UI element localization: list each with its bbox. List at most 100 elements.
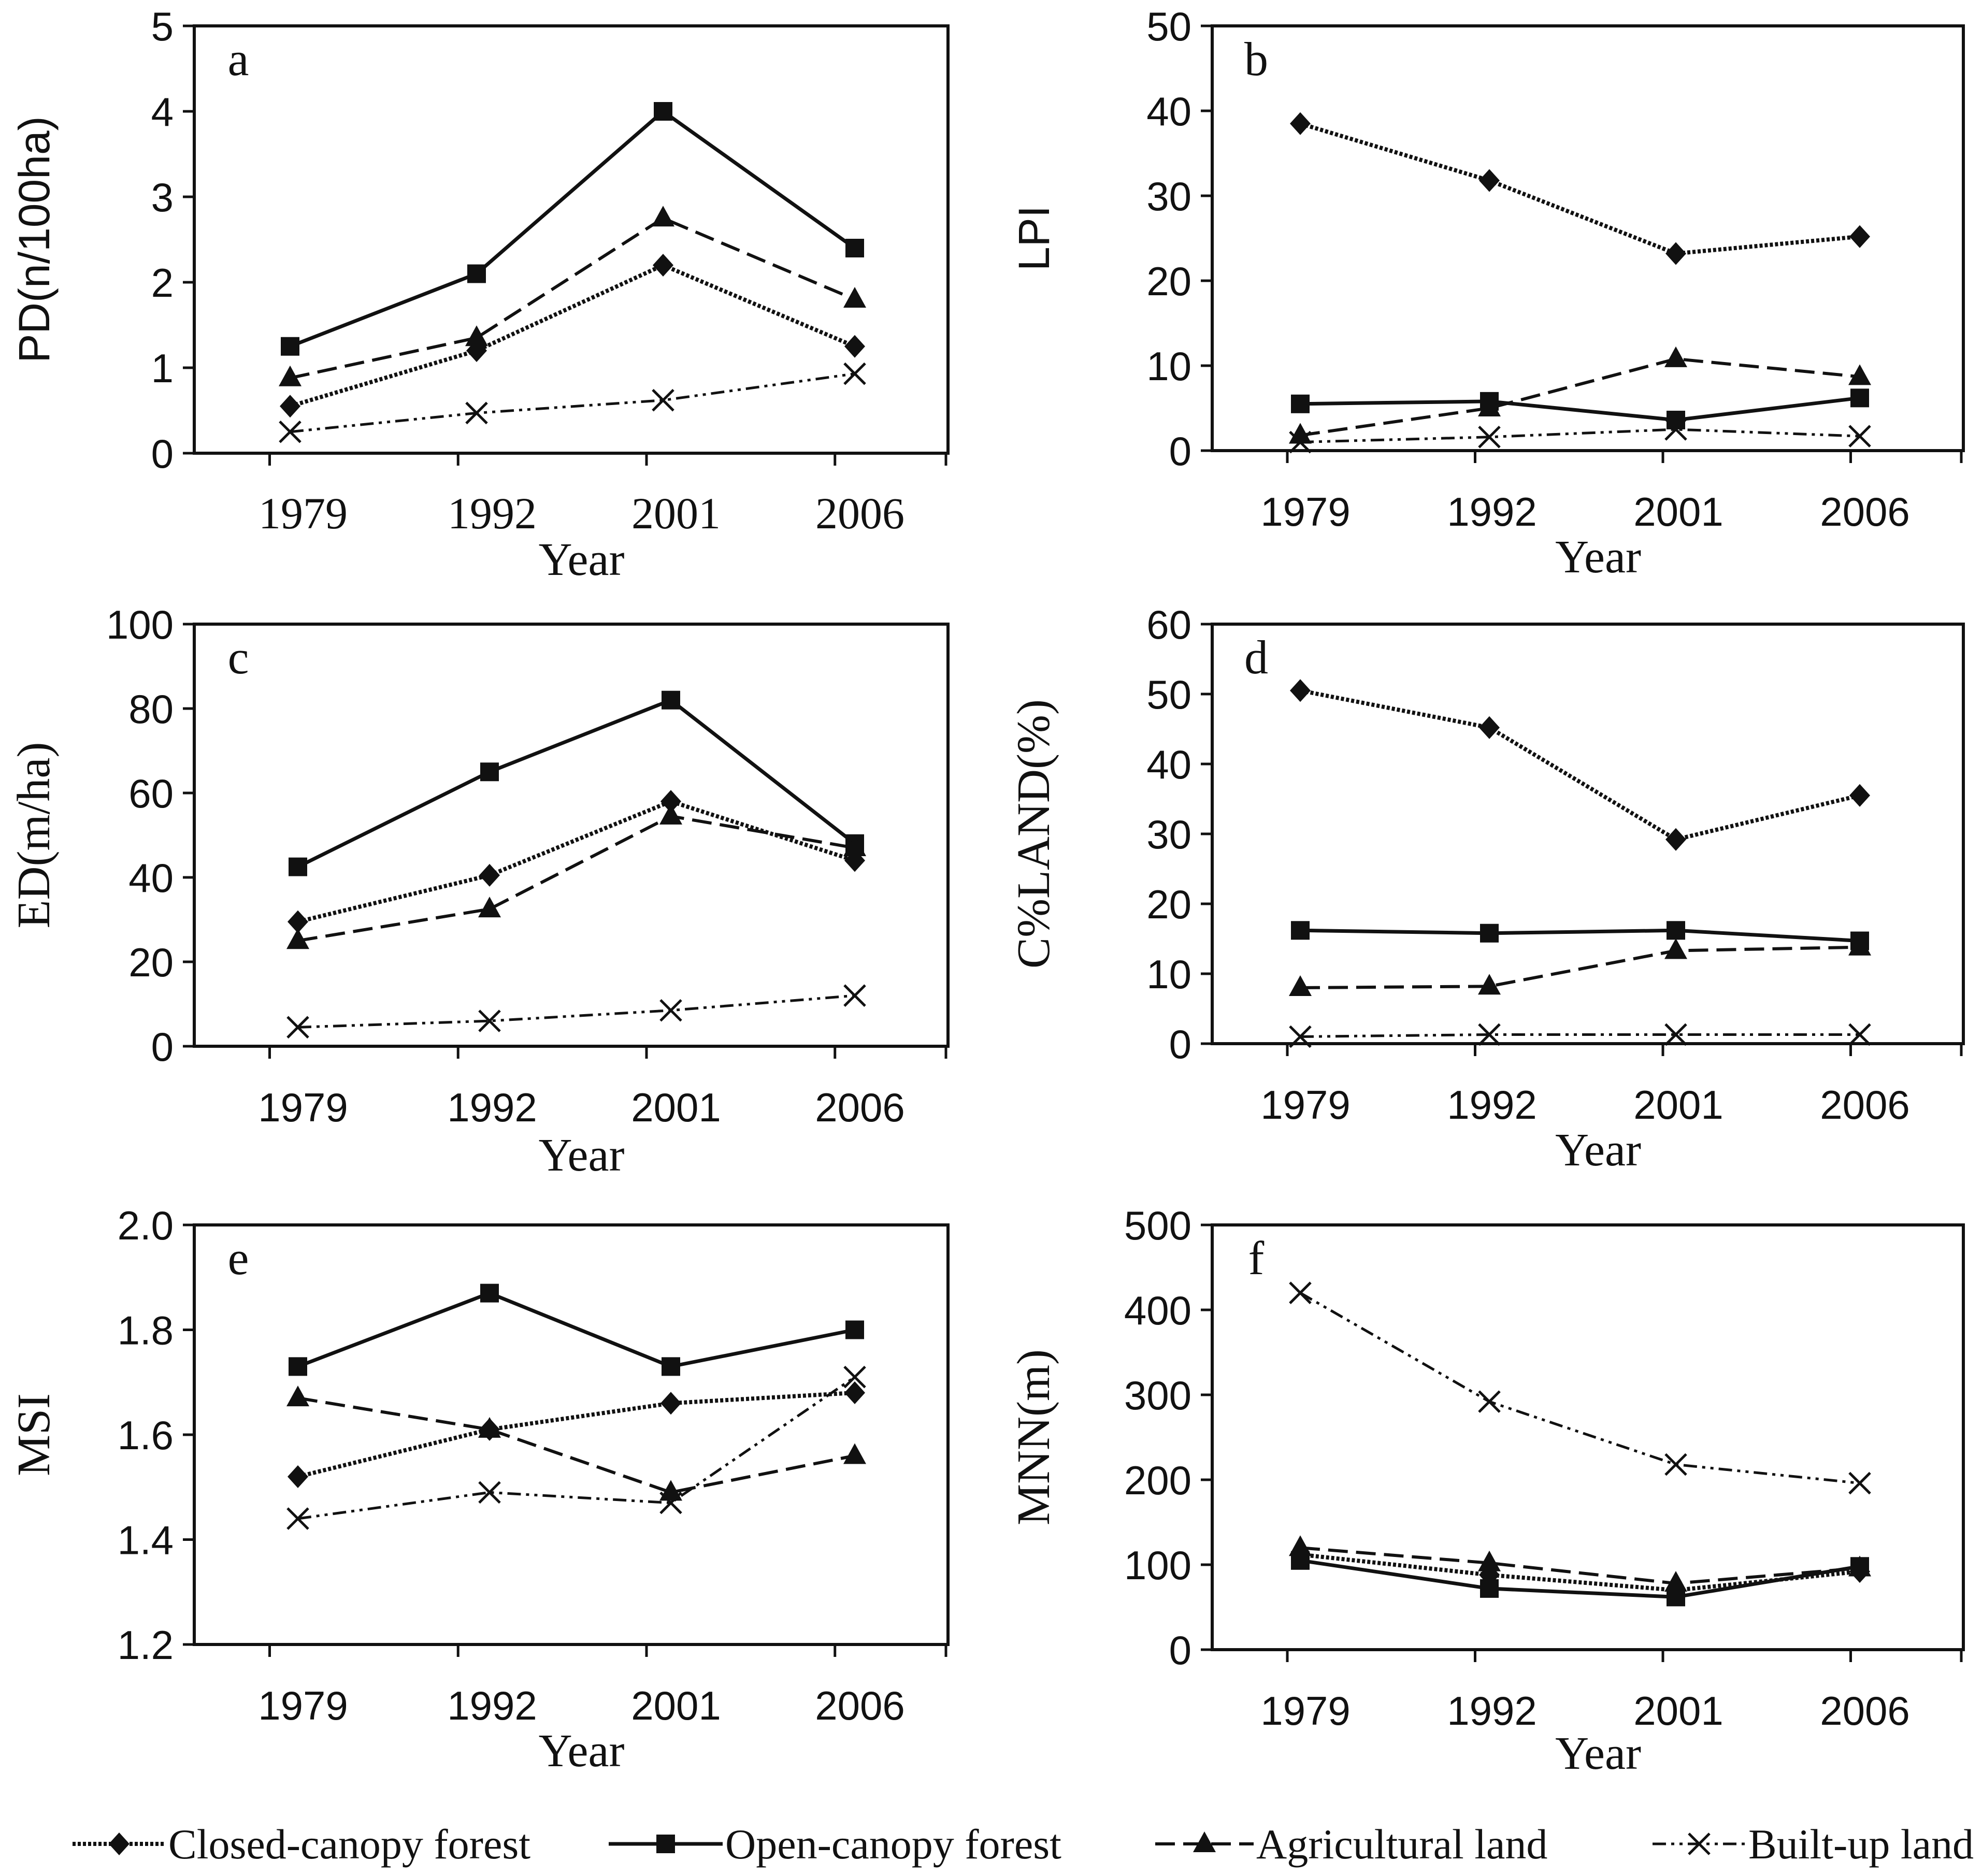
point-built-up	[659, 1491, 682, 1514]
point-closed-canopy	[844, 335, 865, 358]
point-closed-canopy	[660, 1392, 681, 1415]
point-open-canopy	[662, 690, 680, 710]
point-agricultural	[1664, 938, 1687, 959]
point-built-up	[478, 1009, 501, 1032]
point-built-up	[1289, 1281, 1312, 1304]
series-line-closed-canopy	[297, 1391, 855, 1479]
x-axis-title: Year	[1555, 1728, 1641, 1779]
point-agricultural	[279, 365, 301, 386]
x-tick-label: 1992	[1447, 489, 1537, 535]
plot-frame	[193, 623, 950, 1048]
legend-swatch-marker	[656, 1835, 675, 1853]
point-agricultural	[286, 928, 309, 949]
point-open-canopy	[467, 264, 486, 283]
x-axis-title: Year	[1555, 531, 1641, 583]
point-closed-canopy	[1290, 112, 1311, 135]
y-tick-label: 0	[151, 431, 174, 477]
point-built-up	[1289, 430, 1312, 454]
x-tick-label: 1979	[1260, 489, 1351, 535]
y-tick-label: 50	[1146, 672, 1191, 717]
point-open-canopy	[1480, 923, 1499, 943]
y-tick-label: 0	[1169, 1021, 1191, 1067]
point-closed-canopy	[1849, 784, 1870, 807]
y-axis-title: MNN(m)	[1008, 1349, 1059, 1525]
point-agricultural	[478, 1417, 501, 1438]
series-line-agricultural	[297, 814, 855, 943]
legend-item-agricultural: Agricultural land	[1155, 1821, 1547, 1868]
legend-item-closed-canopy: Closed-canopy forest	[73, 1821, 530, 1868]
point-open-canopy	[1667, 410, 1685, 429]
legend-label: Built-up land	[1748, 1821, 1974, 1868]
y-tick-label: 80	[128, 686, 174, 732]
point-open-canopy	[1850, 388, 1869, 408]
panel-letter: a	[228, 33, 249, 85]
x-tick-label: 1992	[1447, 1688, 1537, 1734]
panel-c: 0 20 40 60 80 100 1979 1992 2001 2006 Year ED(m/ha)…	[8, 602, 950, 1181]
panel-e: 1.2 1.4 1.6 1.8 2.0 1979 1992 2001 2006 Year MSI e	[8, 1203, 950, 1777]
legend-item-open-canopy: Open-canopy forest	[609, 1821, 1061, 1868]
point-closed-canopy	[288, 910, 308, 933]
y-tick-label: 20	[1146, 882, 1191, 927]
series-line-built-up	[290, 372, 855, 434]
point-agricultural	[478, 897, 501, 918]
point-agricultural	[1478, 396, 1501, 416]
series-line-open-canopy	[1300, 1558, 1860, 1599]
y-tick-label: 20	[128, 940, 174, 985]
y-tick-label: 2.0	[118, 1203, 174, 1248]
point-closed-canopy	[1665, 828, 1686, 851]
point-built-up	[843, 362, 866, 385]
x-tick-label: 2006	[1820, 1082, 1910, 1128]
y-tick-label: 1	[151, 345, 174, 391]
x-axis-title: Year	[539, 1130, 625, 1181]
x-tick-label: 2001	[1633, 1688, 1724, 1734]
series-line-open-canopy	[1300, 928, 1860, 943]
point-built-up	[1848, 425, 1871, 448]
series-line-built-up	[297, 994, 855, 1029]
series-line-closed-canopy	[1299, 121, 1860, 256]
point-open-canopy	[289, 1357, 307, 1376]
point-agricultural	[1289, 423, 1312, 444]
x-axis-title: Year	[539, 1725, 625, 1777]
point-agricultural	[843, 835, 866, 856]
y-axis-title: PD(n/100ha)	[10, 116, 59, 363]
point-built-up	[478, 1481, 501, 1504]
series-line-built-up	[1300, 428, 1860, 444]
series-line-open-canopy	[297, 1291, 855, 1368]
point-open-canopy	[1667, 921, 1685, 940]
point-built-up	[465, 401, 488, 425]
y-tick-label: 20	[1146, 258, 1191, 304]
y-tick-label: 60	[128, 771, 174, 816]
point-built-up	[1664, 418, 1687, 441]
y-tick-label: 1.4	[118, 1518, 174, 1563]
x-tick-label: 1979	[258, 1085, 348, 1130]
y-tick-label: 500	[1124, 1203, 1191, 1248]
series-line-built-up	[1299, 1292, 1860, 1485]
y-tick-label: 2	[151, 260, 174, 306]
point-closed-canopy	[280, 395, 300, 418]
point-built-up	[1848, 1471, 1871, 1495]
point-built-up	[1664, 1453, 1687, 1476]
point-open-canopy	[480, 1283, 499, 1303]
series-line-open-canopy	[289, 109, 856, 349]
x-tick-label: 2006	[815, 1683, 905, 1728]
point-agricultural	[1664, 1571, 1687, 1592]
x-tick-label: 2001	[1633, 1082, 1724, 1128]
point-open-canopy	[1291, 394, 1310, 413]
point-built-up	[652, 388, 674, 412]
y-tick-label: 5	[151, 4, 174, 49]
y-tick-label: 100	[106, 602, 174, 647]
series-line-agricultural	[1300, 1546, 1860, 1585]
series-line-open-canopy	[1300, 396, 1860, 422]
point-agricultural	[1289, 1535, 1312, 1556]
y-tick-label: 100	[1124, 1542, 1191, 1588]
point-built-up	[1478, 1023, 1501, 1046]
y-tick-label: 1.6	[118, 1412, 174, 1458]
panel-a: 0 1 2 3 4 5 1979 1992 2001 2006 Year PD(n/100ha) a	[10, 4, 950, 585]
series-line-built-up	[1300, 1033, 1860, 1038]
series-line-closed-canopy	[297, 799, 856, 924]
point-agricultural	[652, 206, 674, 227]
point-built-up	[1478, 425, 1501, 449]
y-tick-label: 60	[1146, 602, 1191, 647]
x-tick-label: 2006	[1820, 489, 1910, 535]
point-closed-canopy	[1849, 225, 1870, 248]
